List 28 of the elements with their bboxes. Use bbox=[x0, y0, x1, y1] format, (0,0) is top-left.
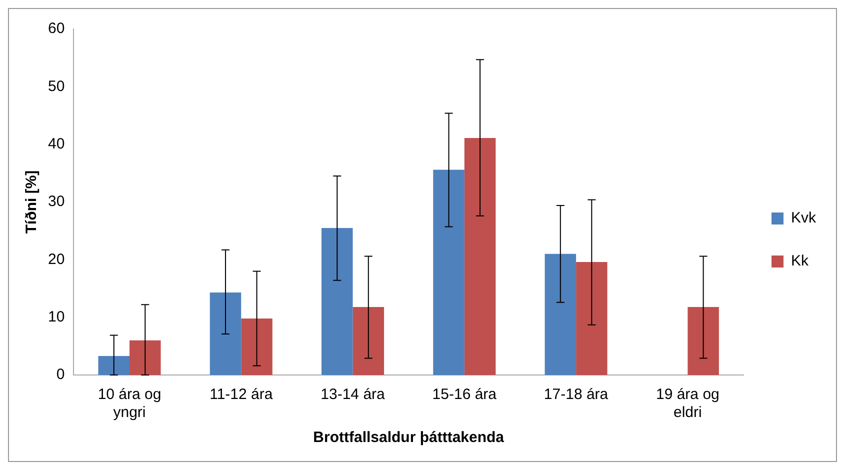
bar bbox=[544, 254, 576, 375]
x-axis-title: Brottfallsaldur þátttakenda bbox=[313, 429, 505, 446]
bar bbox=[433, 170, 464, 375]
legend-label: Kk bbox=[790, 252, 809, 270]
x-tick-label: 17-18 ára bbox=[544, 386, 609, 404]
bar bbox=[688, 306, 719, 375]
x-tick-label: 19 ára og eldri bbox=[656, 386, 720, 422]
bar bbox=[241, 318, 272, 375]
x-tick-label: 13-14 ára bbox=[320, 386, 386, 404]
bar bbox=[464, 138, 496, 375]
y-tick-label: 20 bbox=[48, 250, 65, 268]
y-axis-title: Tíðni [%] bbox=[23, 170, 40, 234]
bar bbox=[352, 306, 384, 375]
bar bbox=[130, 340, 161, 375]
y-tick-label: 50 bbox=[48, 78, 65, 95]
x-tick-label: 11-12 ára bbox=[210, 386, 274, 404]
bar bbox=[210, 292, 242, 375]
bar bbox=[98, 356, 130, 375]
legend-label: Kvk bbox=[790, 210, 816, 227]
y-tick-label: 0 bbox=[56, 366, 65, 384]
x-tick-label: 15-16 ára bbox=[432, 386, 498, 404]
bar bbox=[576, 262, 608, 375]
bar bbox=[322, 228, 353, 375]
y-tick-label: 30 bbox=[48, 193, 65, 210]
y-tick-label: 40 bbox=[48, 135, 65, 152]
x-tick-label: 10 ára og yngri bbox=[98, 386, 162, 422]
y-tick-label: 10 bbox=[48, 308, 65, 326]
y-tick-label: 60 bbox=[48, 20, 65, 38]
